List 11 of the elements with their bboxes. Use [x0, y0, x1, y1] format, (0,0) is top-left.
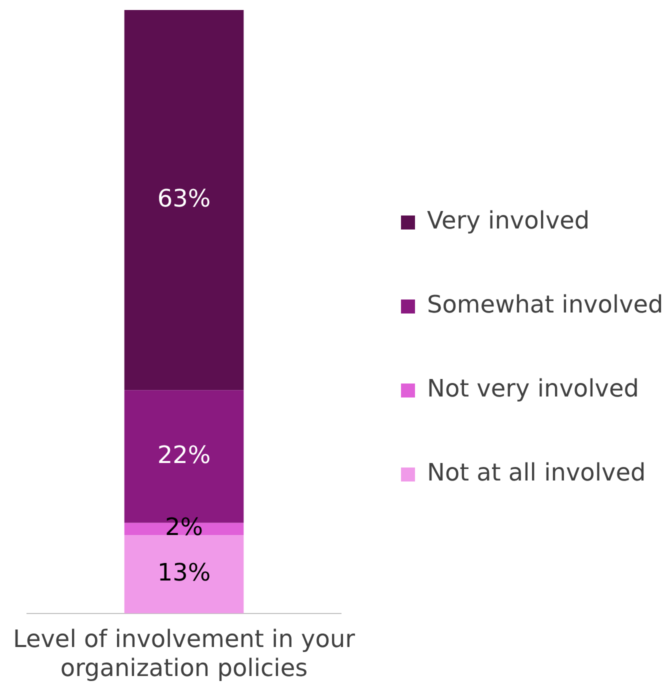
legend-label: Very involved [427, 206, 590, 235]
data-label: 13% [157, 558, 211, 586]
legend-label: Somewhat involved [427, 290, 664, 319]
data-label: 22% [157, 440, 211, 469]
data-label: 63% [157, 184, 211, 212]
legend-label: Not very involved [427, 374, 639, 403]
legend-label: Not at all involved [427, 458, 646, 487]
data-label: 2% [164, 513, 204, 542]
bar [124, 534, 244, 614]
x-tick-label: Level of involvement in your organization policies [13, 625, 356, 682]
bar [124, 10, 244, 390]
